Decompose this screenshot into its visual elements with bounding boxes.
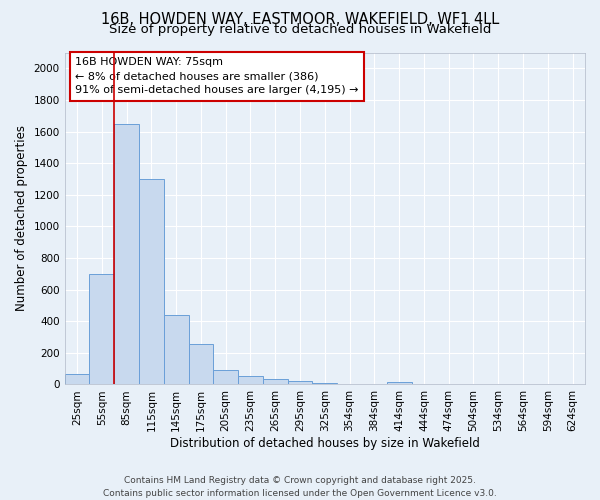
Bar: [89, 274, 114, 384]
Text: Size of property relative to detached houses in Wakefield: Size of property relative to detached ho…: [109, 22, 491, 36]
Bar: [65, 374, 89, 384]
Bar: [263, 379, 287, 384]
Bar: [387, 382, 412, 384]
Text: 16B, HOWDEN WAY, EASTMOOR, WAKEFIELD, WF1 4LL: 16B, HOWDEN WAY, EASTMOOR, WAKEFIELD, WF…: [101, 12, 499, 28]
Bar: [313, 382, 337, 384]
Bar: [114, 124, 139, 384]
Bar: [287, 382, 313, 384]
Bar: [188, 344, 214, 385]
Bar: [139, 179, 164, 384]
Y-axis label: Number of detached properties: Number of detached properties: [15, 126, 28, 312]
X-axis label: Distribution of detached houses by size in Wakefield: Distribution of detached houses by size …: [170, 437, 480, 450]
Text: Contains HM Land Registry data © Crown copyright and database right 2025.
Contai: Contains HM Land Registry data © Crown c…: [103, 476, 497, 498]
Bar: [164, 315, 188, 384]
Text: 16B HOWDEN WAY: 75sqm
← 8% of detached houses are smaller (386)
91% of semi-deta: 16B HOWDEN WAY: 75sqm ← 8% of detached h…: [75, 58, 359, 96]
Bar: [214, 370, 238, 384]
Bar: [238, 376, 263, 384]
